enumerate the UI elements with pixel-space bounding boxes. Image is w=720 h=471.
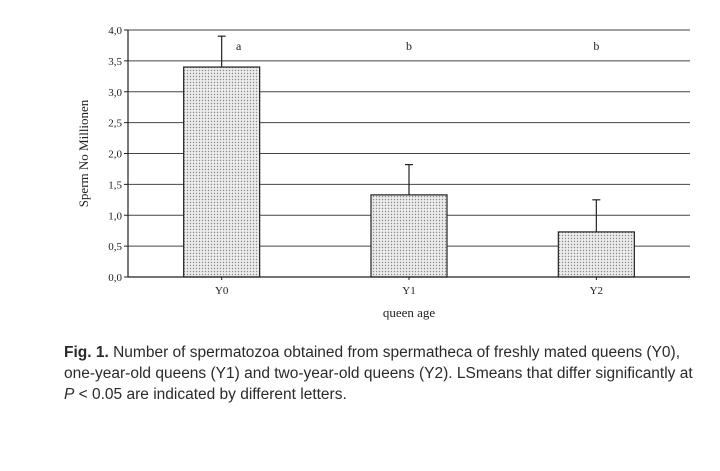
x-tick-label: Y1: [402, 285, 415, 297]
x-tick-labels: Y0 Y1 Y2: [215, 285, 603, 297]
caption-p-symbol: P: [64, 386, 75, 403]
bar: [183, 66, 261, 278]
axes: [124, 29, 690, 280]
y-tick-label: 0,5: [108, 241, 122, 253]
caption-text-part2: < 0.05 are indicated by different letter…: [74, 386, 347, 403]
bar-chart: 0,0 0,5 1,0 1,5 2,0 2,5 3,0 3,5 4,0 Y0 Y1 Y2 a b b q…: [76, 25, 690, 320]
y-tick-label: 2,0: [108, 149, 122, 161]
x-tick-label: Y0: [215, 285, 229, 297]
y-tick-label: 2,5: [108, 118, 122, 130]
y-tick-labels: 0,0 0,5 1,0 1,5 2,0 2,5 3,0 3,5 4,0: [108, 25, 122, 284]
bars: [183, 66, 635, 278]
y-axis-title: Sperm No Millionen: [76, 99, 91, 207]
y-tick-label: 3,5: [108, 56, 122, 68]
bar: [557, 231, 635, 278]
figure-label: Fig. 1.: [64, 344, 109, 361]
x-tick-label: Y2: [590, 285, 603, 297]
significance-letter: b: [406, 39, 412, 53]
y-tick-label: 4,0: [108, 25, 122, 37]
significance-letter: b: [593, 39, 599, 53]
y-tick-label: 1,0: [108, 210, 122, 222]
x-axis-title: queen age: [383, 305, 436, 320]
caption-text-part1: Number of spermatozoa obtained from sper…: [64, 344, 693, 382]
y-tick-label: 1,5: [108, 179, 122, 191]
figure-caption: Fig. 1. Number of spermatozoa obtained f…: [64, 342, 704, 405]
error-bars: [217, 35, 601, 232]
y-tick-label: 0,0: [108, 272, 122, 284]
bar: [370, 194, 448, 278]
significance-letter: a: [236, 39, 242, 53]
y-tick-label: 3,0: [108, 87, 122, 99]
